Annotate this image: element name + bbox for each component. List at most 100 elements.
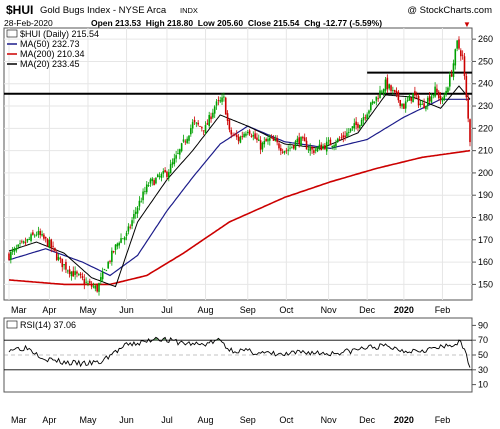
y-tick-label: 260 — [478, 34, 493, 44]
price-candles — [8, 36, 471, 296]
resistance-lines — [4, 71, 472, 95]
candle-body — [129, 226, 132, 228]
candle-body — [463, 56, 466, 77]
candle-body — [329, 139, 332, 146]
x-tick-label: Jul — [161, 415, 173, 425]
candle-body — [15, 248, 18, 251]
candle-body — [246, 131, 249, 134]
candle-body — [89, 281, 91, 283]
x-tick-label: May — [79, 415, 97, 425]
candle-body — [252, 135, 255, 137]
candle-body — [373, 101, 376, 103]
x-tick-label: Jun — [119, 305, 134, 315]
legend-ma200: MA(200) 210.34 — [20, 49, 85, 59]
candle-body — [235, 134, 238, 138]
candle-body — [454, 49, 457, 66]
candle-body — [399, 99, 402, 106]
candle-body — [322, 145, 324, 149]
candle-body — [410, 97, 413, 101]
candle-body — [469, 119, 471, 143]
candle-body — [292, 145, 295, 149]
candle-body — [362, 117, 365, 121]
candle-body — [24, 242, 27, 244]
candle-body — [346, 132, 348, 137]
candle-body — [68, 269, 71, 275]
candle-body — [228, 119, 231, 130]
candle-body — [243, 133, 245, 138]
candle-body — [404, 101, 407, 109]
x-tick-label: Jul — [161, 305, 173, 315]
candle-body — [382, 89, 385, 94]
ohlc-summary: Open 213.53 High 218.80 Low 205.60 Close… — [91, 18, 382, 28]
candle-body — [425, 105, 427, 110]
candle-body — [63, 264, 65, 266]
candle-body — [314, 149, 317, 151]
candle-body — [283, 151, 286, 153]
candle-body — [33, 235, 36, 237]
candle-body — [103, 269, 106, 270]
y-tick-label: 170 — [478, 235, 493, 245]
candle-body — [393, 89, 396, 92]
candle-body — [120, 238, 122, 243]
candle-body — [11, 250, 14, 252]
candle-body — [217, 99, 220, 101]
candle-body — [221, 97, 223, 102]
candle-body — [210, 116, 212, 120]
candle-body — [257, 139, 260, 141]
candle-body — [144, 191, 146, 192]
candle-body — [274, 139, 277, 141]
candle-body — [142, 191, 144, 201]
candle-body — [85, 281, 87, 283]
candle-body — [311, 146, 313, 150]
x-tick-label: Nov — [321, 305, 338, 315]
candle-body — [98, 282, 100, 292]
candle-body — [432, 94, 435, 96]
candle-body — [52, 245, 54, 247]
candle-body — [302, 137, 304, 139]
candle-body — [74, 271, 76, 275]
y-tick-label: 220 — [478, 123, 493, 133]
candle-body — [208, 115, 210, 127]
y-tick-label: 250 — [478, 56, 493, 66]
candle-body — [10, 251, 12, 260]
candle-body — [190, 128, 192, 135]
candle-body — [184, 141, 187, 143]
candle-body — [456, 40, 458, 49]
candle-body — [349, 128, 352, 132]
candle-body — [55, 253, 58, 260]
x-tick-label: Sep — [240, 305, 256, 315]
x-tick-label: Mar — [11, 305, 27, 315]
candle-body — [223, 96, 225, 98]
candle-body — [32, 232, 34, 235]
candle-body — [226, 113, 229, 121]
candle-body — [267, 138, 269, 142]
candle-body — [296, 138, 299, 143]
candle-body — [313, 150, 315, 153]
candle-body — [241, 136, 244, 137]
candle-body — [316, 146, 319, 152]
candle-body — [202, 130, 205, 132]
stockcharts-watermark: @ StockCharts.com — [407, 5, 492, 16]
candle-body — [153, 180, 155, 186]
candle-body — [390, 85, 392, 91]
legend-hui: $HUI (Daily) 215.54 — [20, 29, 99, 39]
candle-body — [239, 136, 242, 143]
candle-body — [458, 39, 460, 49]
candle-body — [359, 124, 361, 129]
candle-body — [59, 258, 62, 259]
candle-body — [450, 74, 453, 77]
x-axis-bottom: Mar Apr May Jun Jul Aug Sep Oct Nov Dec 2020 Feb — [11, 415, 450, 425]
candle-body — [245, 133, 247, 136]
candle-body — [436, 88, 438, 93]
candle-body — [123, 237, 126, 241]
x-tick-label: Apr — [42, 415, 56, 425]
candle-body — [19, 243, 21, 245]
candle-body — [465, 76, 468, 98]
candle-body — [335, 143, 337, 147]
candle-body — [381, 91, 383, 93]
quote-date: 28-Feb-2020 — [4, 18, 53, 28]
candle-body — [452, 63, 455, 78]
candle-body — [305, 140, 308, 150]
candle-body — [107, 261, 109, 269]
candle-body — [21, 241, 23, 243]
